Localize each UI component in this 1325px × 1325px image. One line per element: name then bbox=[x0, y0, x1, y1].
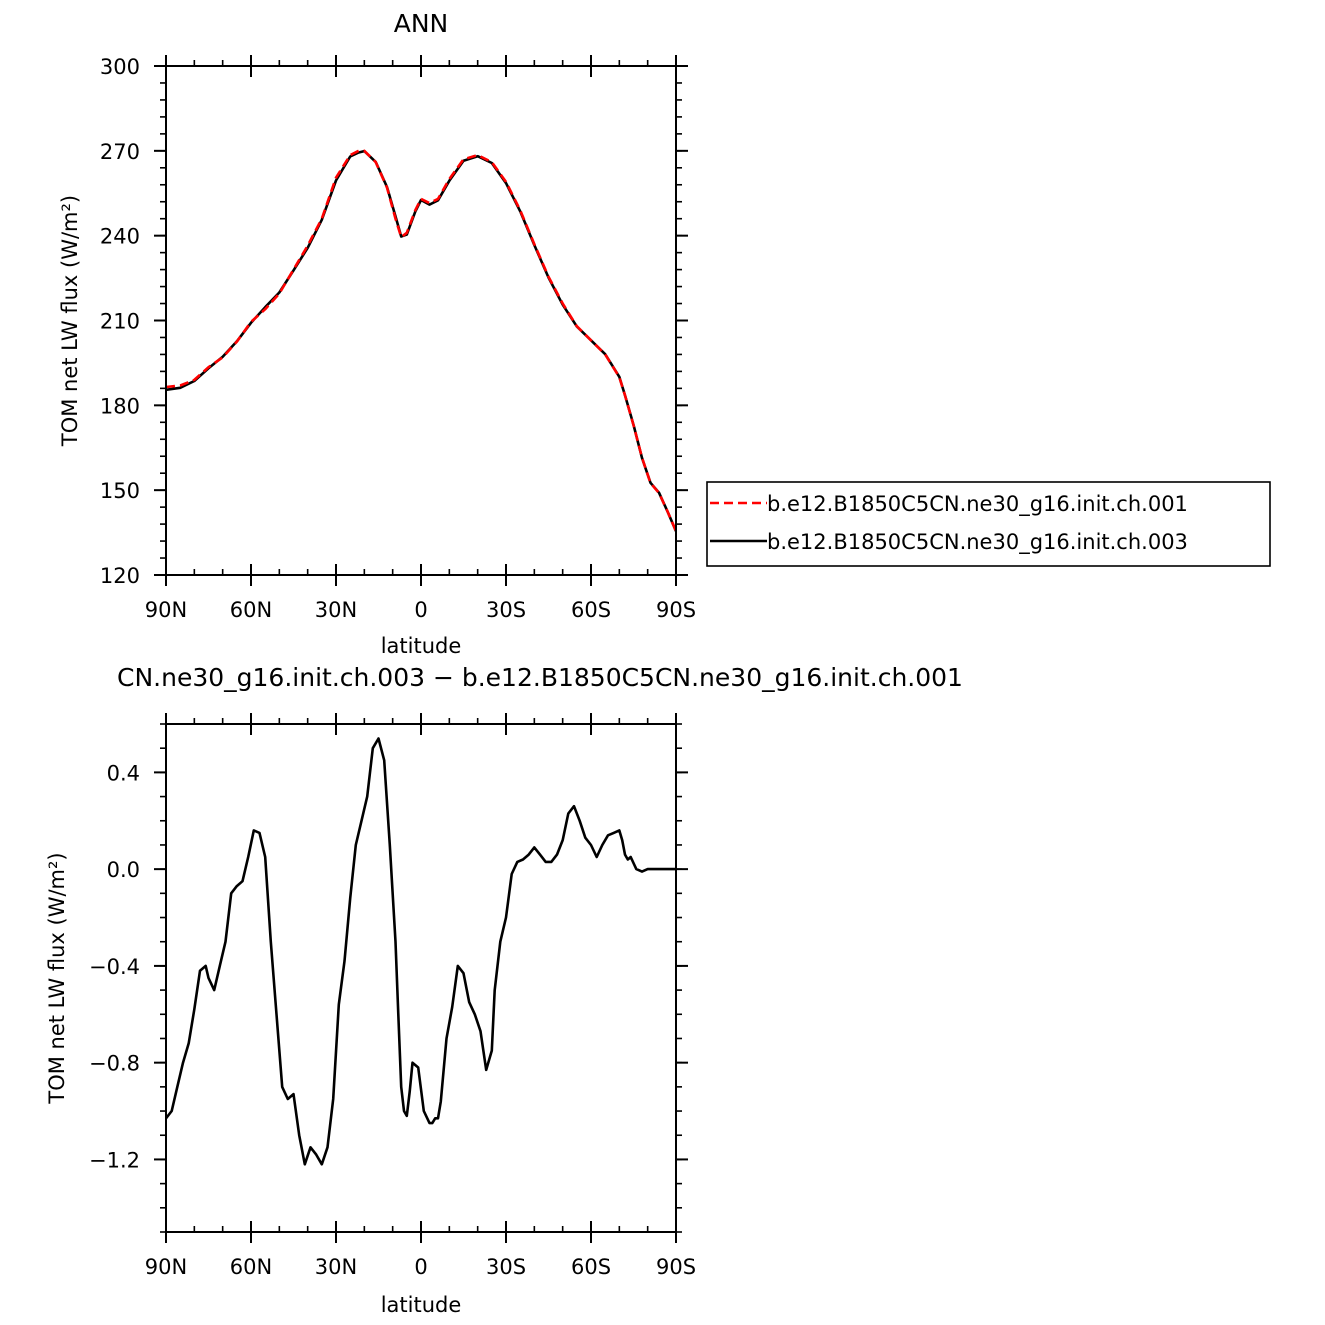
x-tick-label: 90S bbox=[656, 1255, 696, 1279]
y-tick-label: −1.2 bbox=[89, 1148, 140, 1172]
x-tick-label: 0 bbox=[414, 598, 427, 622]
legend-label-2: b.e12.B1850C5CN.ne30_g16.init.ch.003 bbox=[767, 530, 1188, 555]
x-tick-label: 30N bbox=[315, 598, 357, 622]
y-tick-label: 0.0 bbox=[107, 858, 140, 882]
x-tick-label: 60S bbox=[571, 598, 611, 622]
x-axis-label: latitude bbox=[381, 634, 462, 658]
y-axis-label: TOM net LW flux (W/m²) bbox=[58, 195, 82, 447]
x-tick-label: 90N bbox=[145, 598, 187, 622]
plot-frame bbox=[165, 65, 677, 576]
x-tick-label: 30S bbox=[486, 1255, 526, 1279]
x-axis-label: latitude bbox=[381, 1293, 462, 1317]
x-tick-label: 60N bbox=[230, 1255, 272, 1279]
x-tick-label: 30N bbox=[315, 1255, 357, 1279]
y-tick-label: 180 bbox=[100, 394, 140, 418]
plot-frame bbox=[165, 723, 677, 1233]
chart-2: CN.ne30_g16.init.ch.003 − b.e12.B1850C5C… bbox=[45, 663, 963, 1317]
legend: b.e12.B1850C5CN.ne30_g16.init.ch.001 b.e1… bbox=[706, 481, 1271, 567]
chart-title: CN.ne30_g16.init.ch.003 − b.e12.B1850C5C… bbox=[117, 663, 963, 692]
y-tick-label: −0.8 bbox=[89, 1052, 140, 1076]
y-tick-label: 150 bbox=[100, 479, 140, 503]
y-tick-label: −0.4 bbox=[89, 955, 140, 979]
y-tick-label: 120 bbox=[100, 564, 140, 588]
legend-label-1: b.e12.B1850C5CN.ne30_g16.init.ch.001 bbox=[767, 492, 1188, 517]
y-tick-label: 300 bbox=[100, 55, 140, 79]
chart-1: ANN 90N 60N 30N 0 30S 60S 90S 120 150 180 210 240 270… bbox=[58, 9, 1271, 658]
y-tick-label: 270 bbox=[100, 140, 140, 164]
x-tick-label: 30S bbox=[486, 598, 526, 622]
x-tick-label: 60N bbox=[230, 598, 272, 622]
x-tick-label: 60S bbox=[571, 1255, 611, 1279]
y-axis-label: TOM net LW flux (W/m²) bbox=[45, 852, 69, 1104]
series-line-1 bbox=[166, 149, 676, 532]
x-tick-label: 90S bbox=[656, 598, 696, 622]
y-tick-label: 0.4 bbox=[107, 761, 140, 785]
y-tick-label: 240 bbox=[100, 225, 140, 249]
legend-box bbox=[706, 481, 1271, 567]
series-line-1 bbox=[166, 737, 676, 1166]
series-line-2 bbox=[166, 149, 676, 532]
chart-title: ANN bbox=[394, 9, 449, 38]
x-tick-label: 0 bbox=[414, 1255, 427, 1279]
y-tick-label: 210 bbox=[100, 310, 140, 334]
x-tick-label: 90N bbox=[145, 1255, 187, 1279]
